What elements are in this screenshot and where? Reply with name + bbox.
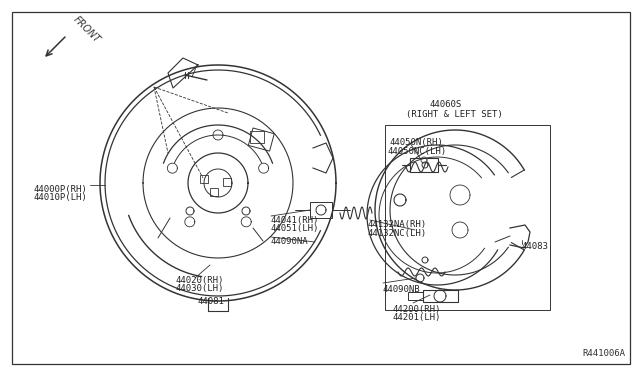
Text: 44132NC(LH): 44132NC(LH) [368,229,427,238]
Text: 44083: 44083 [522,242,549,251]
Text: 44041(RH): 44041(RH) [271,216,319,225]
Text: 44201(LH): 44201(LH) [393,313,442,322]
Bar [200,175,208,183]
Text: 44051(LH): 44051(LH) [271,224,319,233]
Text: FRONT: FRONT [71,15,102,45]
Bar [210,188,218,196]
Text: 44081: 44081 [197,297,224,306]
Text: 44030(LH): 44030(LH) [175,284,223,293]
Text: 44050N(RH): 44050N(RH) [390,138,444,147]
Text: 44010P(LH): 44010P(LH) [33,193,87,202]
Text: 44000P(RH): 44000P(RH) [33,185,87,194]
Text: 44060S: 44060S [430,100,462,109]
Bar [223,178,231,186]
Text: R441006A: R441006A [582,349,625,358]
Text: (RIGHT & LEFT SET): (RIGHT & LEFT SET) [406,110,503,119]
Bar [385,125,550,310]
Text: 44200(RH): 44200(RH) [393,305,442,314]
Text: 44090NB: 44090NB [383,285,420,294]
Text: 44020(RH): 44020(RH) [175,276,223,285]
Bar [248,128,275,151]
Bar [310,202,332,218]
Bar [410,158,438,172]
Text: 44050NC(LH): 44050NC(LH) [388,147,447,156]
Text: 44090NA: 44090NA [271,237,308,246]
Bar [250,131,264,143]
Text: 44132NA(RH): 44132NA(RH) [368,220,427,229]
Bar [423,290,458,302]
Bar [408,292,423,300]
